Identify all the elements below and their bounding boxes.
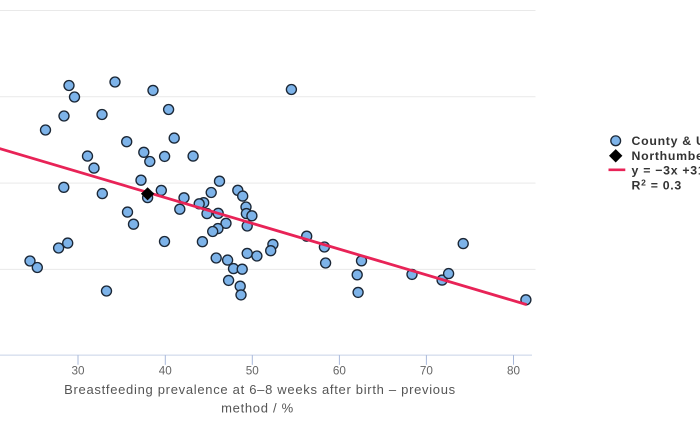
- svg-text:Breastfeeding prevalence at 6–: Breastfeeding prevalence at 6–8 weeks af…: [64, 382, 456, 397]
- svg-text:80: 80: [507, 364, 521, 377]
- svg-text:30: 30: [71, 364, 85, 377]
- svg-text:Northumberland: Northumberland: [632, 149, 700, 163]
- svg-text:40: 40: [159, 364, 173, 377]
- svg-text:y = −3x +319: y = −3x +319: [632, 164, 700, 178]
- svg-text:70: 70: [420, 364, 434, 377]
- svg-text:60: 60: [333, 364, 347, 377]
- svg-text:50: 50: [246, 364, 260, 377]
- svg-text:County & UA in England: County & UA in England: [632, 134, 700, 148]
- svg-text:R2 = 0.3: R2 = 0.3: [632, 177, 683, 192]
- svg-text:method / %: method / %: [221, 400, 294, 415]
